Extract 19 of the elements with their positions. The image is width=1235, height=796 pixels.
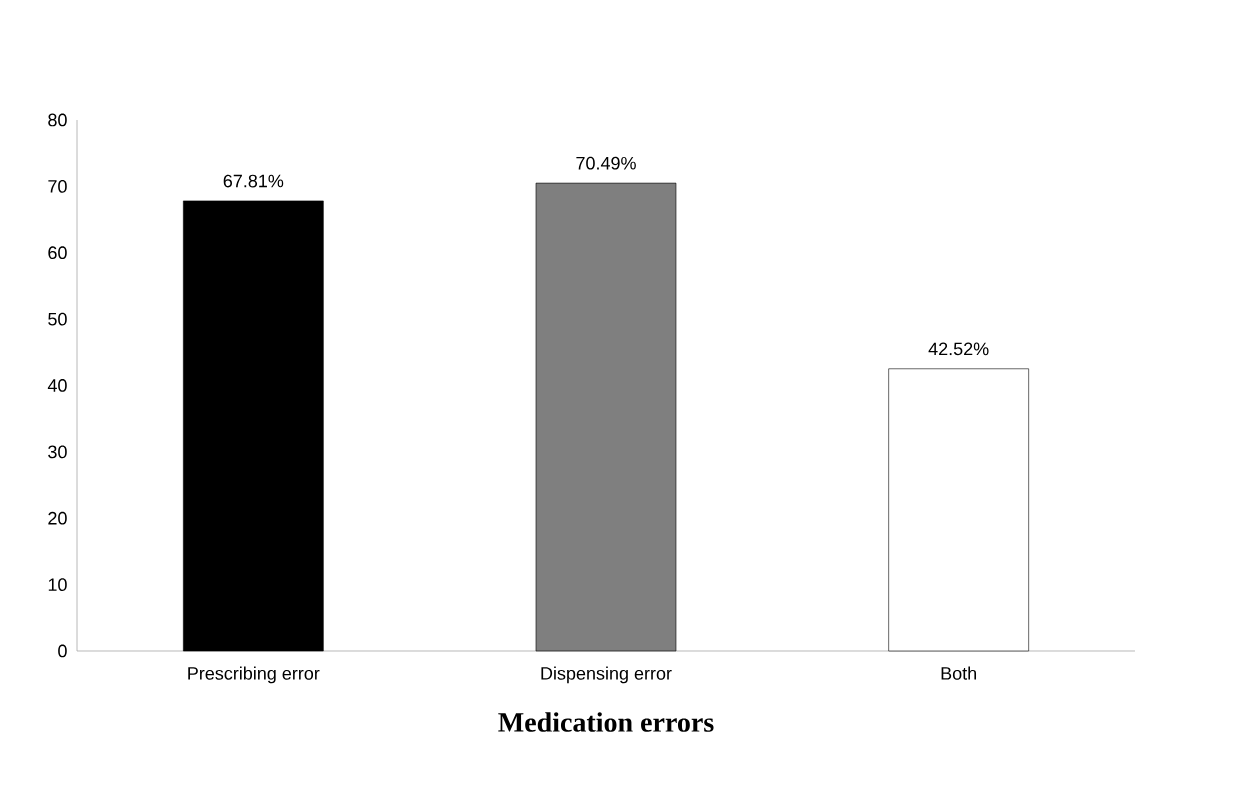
x-axis-title: Medication errors: [498, 712, 714, 732]
y-tick-label: 0: [58, 644, 67, 658]
bar: [183, 200, 324, 652]
y-tick-label: 80: [48, 113, 67, 127]
y-tick-label: 60: [48, 246, 67, 260]
data-label: 42.52%: [928, 342, 989, 356]
x-tick-label: Dispensing error: [541, 666, 672, 684]
bar: [535, 182, 677, 652]
data-label: 70.49%: [576, 156, 636, 170]
y-tick-label: 50: [48, 312, 67, 326]
y-tick-label: 20: [48, 511, 67, 525]
y-tick-label: 10: [48, 578, 67, 591]
x-tick-label: Prescribing error: [188, 666, 320, 684]
y-tick-label: 40: [47, 379, 67, 392]
bar: [888, 368, 1029, 652]
data-label: 67.81%: [223, 174, 284, 188]
x-tick-label: Both: [941, 666, 977, 680]
y-tick-label: 30: [48, 445, 67, 459]
y-tick-label: 70: [48, 180, 67, 193]
